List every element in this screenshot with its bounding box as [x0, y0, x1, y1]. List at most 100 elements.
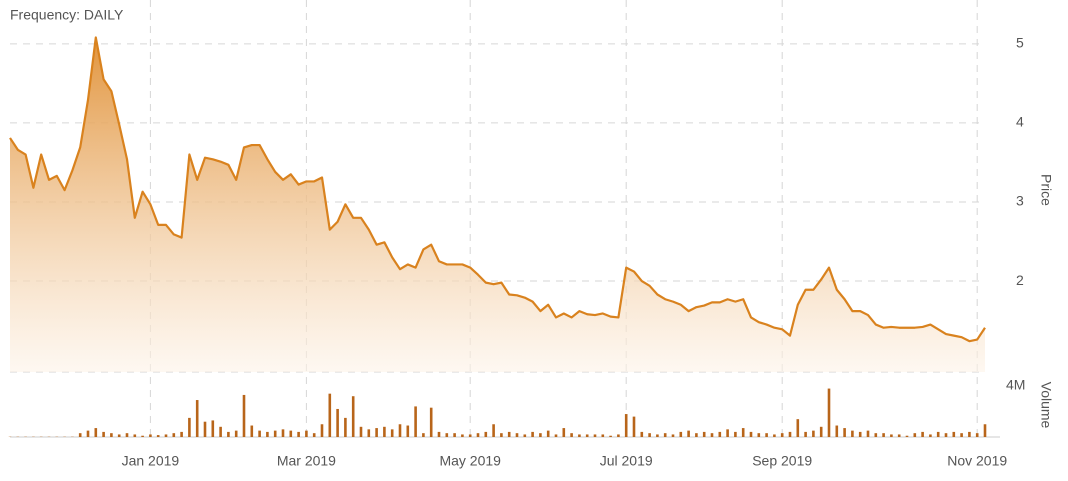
volume-bar — [476, 433, 480, 437]
volume-bar — [320, 424, 324, 437]
volume-bar — [695, 433, 698, 437]
volume-bar — [671, 434, 675, 437]
volume-bar — [78, 433, 82, 437]
volume-bar — [812, 430, 815, 437]
y-tick-label: 3 — [1016, 193, 1024, 209]
price-line — [9, 36, 986, 343]
volume-bar — [601, 434, 605, 437]
volume-bar — [515, 433, 519, 437]
volume-bar — [180, 431, 183, 437]
volume-bar — [936, 431, 940, 437]
volume-bar — [172, 433, 176, 437]
volume-bar — [952, 431, 956, 437]
y2-tick-label: 4M — [1006, 377, 1025, 393]
volume-bar — [617, 434, 620, 437]
volume-bar — [492, 424, 495, 437]
volume-bar — [835, 425, 839, 437]
volume-bar — [523, 434, 527, 437]
volume-bar — [289, 430, 293, 437]
volume-bar — [437, 431, 441, 437]
volume-bar — [422, 433, 425, 437]
volume-bar — [921, 431, 924, 437]
y-tick-label: 2 — [1016, 272, 1024, 288]
volume-bar — [593, 434, 597, 437]
y-tick-label: 4 — [1016, 114, 1024, 130]
volume-bar — [94, 428, 98, 437]
volume-bar — [86, 430, 90, 437]
y-tick-label: 5 — [1016, 35, 1024, 51]
volume-bar — [227, 431, 230, 437]
volume-bar — [195, 400, 199, 437]
volume-bar — [203, 421, 207, 437]
volume-bar — [211, 420, 215, 437]
volume-bar — [398, 424, 402, 437]
volume-bar — [141, 435, 144, 437]
volume-bar — [585, 434, 589, 437]
volume-bar — [554, 434, 558, 437]
volume-bar — [640, 431, 644, 437]
x-tick-label: May 2019 — [439, 453, 501, 469]
volume-bar — [968, 431, 971, 437]
volume-bar — [929, 434, 932, 437]
volume-bar — [266, 431, 269, 437]
volume-bar — [336, 408, 339, 437]
volume-bar — [663, 433, 667, 437]
volume-bar — [624, 414, 628, 437]
volume-bar — [250, 425, 254, 437]
volume-bar — [905, 435, 909, 437]
volume-bar — [461, 434, 464, 437]
volume-bar — [827, 388, 831, 437]
volume-bar — [539, 433, 542, 437]
volume-bar — [110, 433, 113, 437]
volume-bar — [788, 431, 792, 437]
volume-bar — [500, 433, 503, 437]
volume-bar — [913, 433, 917, 437]
volume-bar — [234, 430, 238, 437]
volume-bar — [531, 431, 534, 437]
volume-bar — [453, 433, 456, 437]
volume-bar — [796, 419, 800, 437]
volume-bar — [687, 430, 690, 437]
volume-bar — [390, 429, 394, 437]
volume-bar — [281, 429, 285, 437]
volume-bar — [468, 434, 472, 437]
volume-bar — [819, 426, 823, 437]
volume-bar — [188, 417, 191, 437]
x-tick-label: Sep 2019 — [752, 453, 812, 469]
x-tick-label: Jul 2019 — [600, 453, 653, 469]
volume-bar — [741, 428, 745, 437]
volume-bar — [702, 431, 706, 437]
volume-bar — [258, 430, 261, 437]
volume-bar — [679, 431, 683, 437]
volume-bar — [866, 430, 870, 437]
price-area — [10, 37, 985, 372]
volume-bar — [312, 433, 316, 437]
volume-bar — [804, 431, 807, 437]
volume-bar — [562, 428, 566, 437]
volume-bar — [429, 407, 433, 437]
volume-bar — [125, 433, 129, 437]
volume-bar — [102, 431, 105, 437]
volume-bar — [897, 434, 901, 437]
volume-bar — [851, 430, 854, 437]
x-tick-label: Mar 2019 — [277, 453, 336, 469]
volume-bar — [578, 434, 581, 437]
volume-bar — [546, 430, 550, 437]
volume-bar — [960, 433, 963, 437]
volume-bar — [765, 433, 768, 437]
volume-bar — [305, 430, 308, 437]
volume-bar — [570, 433, 573, 437]
volume-bar — [383, 426, 386, 437]
volume-bar — [297, 431, 300, 437]
volume-bar — [219, 426, 222, 437]
volume-bar — [874, 433, 878, 437]
volume-bar — [484, 431, 488, 437]
volume-bar — [406, 425, 410, 437]
volume-bar — [749, 431, 753, 437]
volume-bar — [445, 433, 449, 437]
volume-bar — [890, 434, 893, 437]
volume-bar — [149, 434, 152, 437]
volume-bar — [983, 424, 987, 437]
volume-bar — [242, 394, 246, 437]
